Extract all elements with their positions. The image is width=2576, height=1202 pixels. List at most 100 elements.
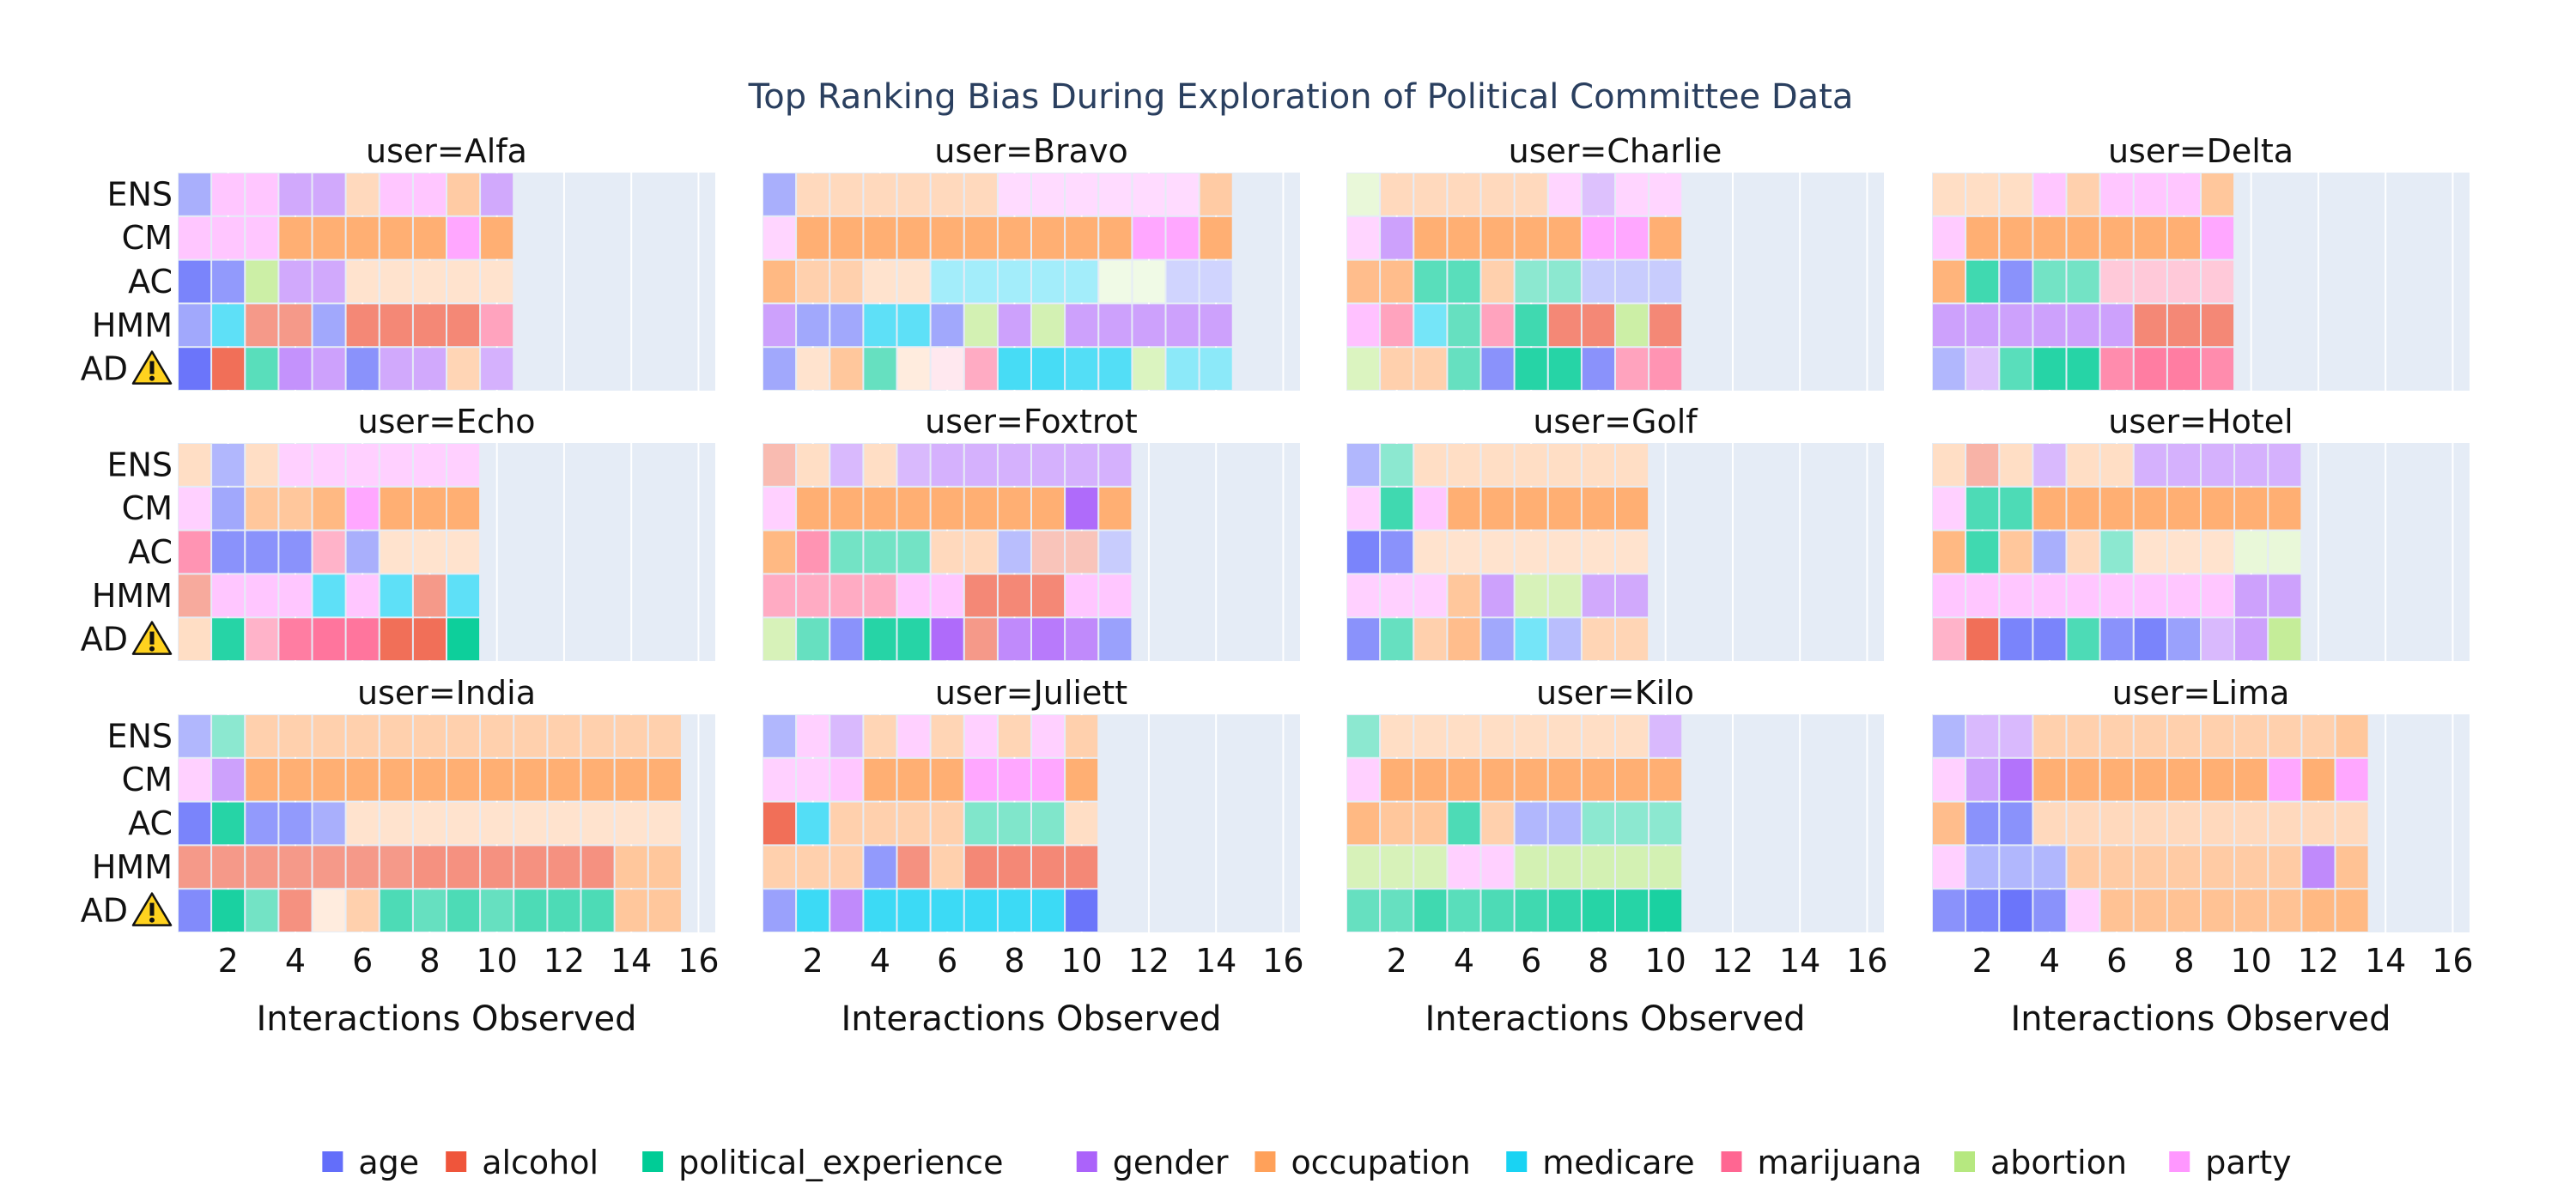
heatmap-cell: [447, 846, 480, 889]
heatmap-cell: [2067, 216, 2099, 259]
heatmap-cell: [2067, 574, 2099, 617]
heatmap-cell: [1414, 173, 1447, 216]
heatmap-cell: [998, 618, 1030, 660]
heatmap-cell: [313, 173, 345, 216]
heatmap-cell: [2000, 260, 2032, 303]
heatmap-cell: [413, 348, 446, 390]
heatmap-cell: [1966, 758, 1999, 801]
heatmap-cell: [346, 348, 379, 390]
heatmap-cell: [246, 304, 278, 347]
heatmap-cell: [797, 487, 829, 530]
legend-label: medicare: [1542, 1144, 1694, 1181]
heatmap-cell: [2067, 758, 2099, 801]
heatmap-cell: [2134, 715, 2166, 757]
heatmap-cell: [1933, 260, 1965, 303]
row-label: CM: [122, 761, 173, 798]
heatmap-cell: [931, 173, 963, 216]
heatmap-cell: [481, 216, 513, 259]
heatmap-cell: [246, 531, 278, 574]
heatmap-cell: [212, 802, 245, 845]
heatmap-cell: [2167, 889, 2200, 932]
heatmap-cell: [998, 846, 1030, 889]
heatmap-cell: [2167, 487, 2200, 530]
heatmap-cell: [1347, 304, 1380, 347]
heatmap-cell: [1616, 889, 1649, 932]
heatmap-cell: [2134, 216, 2166, 259]
legend-label: political_experience: [678, 1144, 1003, 1181]
heatmap-cell: [931, 531, 963, 574]
heatmap-cell: [380, 574, 412, 617]
heatmap-cell: [1616, 304, 1649, 347]
heatmap-cell: [1032, 618, 1065, 660]
heatmap-cell: [1582, 618, 1614, 660]
heatmap-cell: [2302, 802, 2335, 845]
heatmap-cell: [964, 348, 997, 390]
heatmap-cell: [548, 802, 580, 845]
heatmap-cell: [931, 802, 963, 845]
heatmap-cell: [1933, 444, 1965, 486]
x-axis-title: Interactions Observed: [256, 999, 636, 1039]
heatmap-cell: [1582, 846, 1614, 889]
heatmap-cell: [313, 802, 345, 845]
heatmap-cell: [1347, 758, 1380, 801]
heatmap-cell: [1032, 304, 1065, 347]
heatmap-cell: [179, 574, 211, 617]
heatmap-cell: [2134, 846, 2166, 889]
heatmap-cell: [1066, 802, 1098, 845]
heatmap-cell: [1448, 444, 1480, 486]
heatmap-cell: [797, 444, 829, 486]
heatmap-cell: [1099, 531, 1132, 574]
heatmap-cell: [648, 846, 681, 889]
heatmap-cell: [2235, 531, 2268, 574]
heatmap-cell: [1481, 574, 1514, 617]
heatmap-cell: [2000, 487, 2032, 530]
heatmap-cell: [481, 846, 513, 889]
heatmap-cell: [797, 304, 829, 347]
heatmap-cell: [1066, 531, 1098, 574]
heatmap-cell: [1066, 889, 1098, 932]
heatmap-cell: [212, 715, 245, 757]
heatmap-cell: [797, 260, 829, 303]
legend-swatch: [322, 1151, 343, 1172]
heatmap-cell: [2269, 889, 2301, 932]
heatmap-cell: [648, 802, 681, 845]
heatmap-cell: [1515, 574, 1547, 617]
heatmap-cell: [763, 531, 796, 574]
heatmap-cell: [2033, 715, 2066, 757]
heatmap-cell: [1582, 889, 1614, 932]
heatmap-cell: [2134, 304, 2166, 347]
heatmap-cell: [346, 802, 379, 845]
heatmap-cell: [1515, 802, 1547, 845]
heatmap-cell: [797, 889, 829, 932]
heatmap-cell: [2202, 758, 2234, 801]
heatmap-cell: [2235, 846, 2268, 889]
heatmap-cell: [931, 715, 963, 757]
heatmap-cell: [1414, 304, 1447, 347]
heatmap-cell: [1966, 802, 1999, 845]
heatmap-cell: [2100, 444, 2133, 486]
heatmap-cell: [763, 802, 796, 845]
heatmap-cell: [1966, 715, 1999, 757]
heatmap-cell: [998, 260, 1030, 303]
x-tick-label: 2: [218, 942, 239, 980]
heatmap-cell: [1133, 260, 1165, 303]
heatmap-cell: [2000, 348, 2032, 390]
heatmap-cell: [1032, 889, 1065, 932]
heatmap-cell: [2067, 444, 2099, 486]
legend: age alcohol political_experience gender occu…: [322, 1144, 2292, 1181]
heatmap-cell: [279, 304, 312, 347]
heatmap-cell: [2067, 618, 2099, 660]
heatmap-cell: [1966, 348, 1999, 390]
heatmap-cell: [1066, 304, 1098, 347]
heatmap-cell: [1548, 173, 1581, 216]
heatmap-cell: [1066, 216, 1098, 259]
heatmap-cell: [447, 173, 480, 216]
panel: user=Kilo 2 4 6 8 10 12 14 16 Interactions Observ…: [1346, 674, 1888, 1039]
heatmap-cell: [2336, 758, 2368, 801]
heatmap-cell: [179, 618, 211, 660]
heatmap-cell: [2134, 802, 2166, 845]
heatmap-cell: [413, 173, 446, 216]
heatmap-cell: [1133, 304, 1165, 347]
heatmap-cell: [1032, 715, 1065, 757]
heatmap-cell: [1649, 173, 1682, 216]
